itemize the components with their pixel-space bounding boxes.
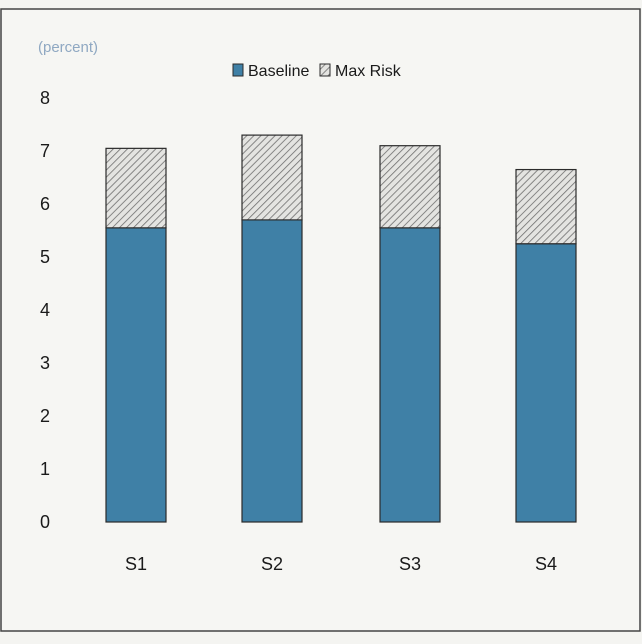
- unit-label: (percent): [38, 39, 98, 56]
- bars: [105, 134, 577, 523]
- y-tick-label: 1: [40, 459, 50, 479]
- bar-max-risk-s2: [241, 134, 303, 221]
- legend-swatch: [319, 63, 331, 77]
- bar-baseline-s1: [105, 227, 167, 523]
- bar-max-risk-s4: [515, 168, 577, 245]
- legend: Baseline Max Risk: [232, 63, 402, 80]
- x-tick-label: S1: [125, 554, 147, 574]
- x-tick-label: S4: [535, 554, 557, 574]
- legend-swatch: [232, 63, 244, 77]
- x-tick-label: S2: [261, 554, 283, 574]
- y-tick-label: 2: [40, 406, 50, 426]
- y-tick-label: 0: [40, 512, 50, 532]
- y-tick-label: 4: [40, 300, 50, 320]
- bar-max-risk-s3: [379, 145, 441, 229]
- x-axis-labels: S1 S2 S3 S4: [125, 554, 557, 574]
- y-tick-label: 8: [40, 88, 50, 108]
- bar-max-risk-s1: [105, 147, 167, 229]
- legend-label: Baseline: [248, 63, 309, 80]
- y-tick-label: 3: [40, 353, 50, 373]
- legend-label: Max Risk: [335, 63, 402, 80]
- y-tick-label: 5: [40, 247, 50, 267]
- bar-baseline-s3: [379, 227, 441, 523]
- y-axis-ticks: 0 1 2 3 4 5 6 7 8: [40, 88, 50, 532]
- bar-baseline-s4: [515, 243, 577, 523]
- x-tick-label: S3: [399, 554, 421, 574]
- y-tick-label: 6: [40, 194, 50, 214]
- bar-baseline-s2: [241, 219, 303, 523]
- y-tick-label: 7: [40, 141, 50, 161]
